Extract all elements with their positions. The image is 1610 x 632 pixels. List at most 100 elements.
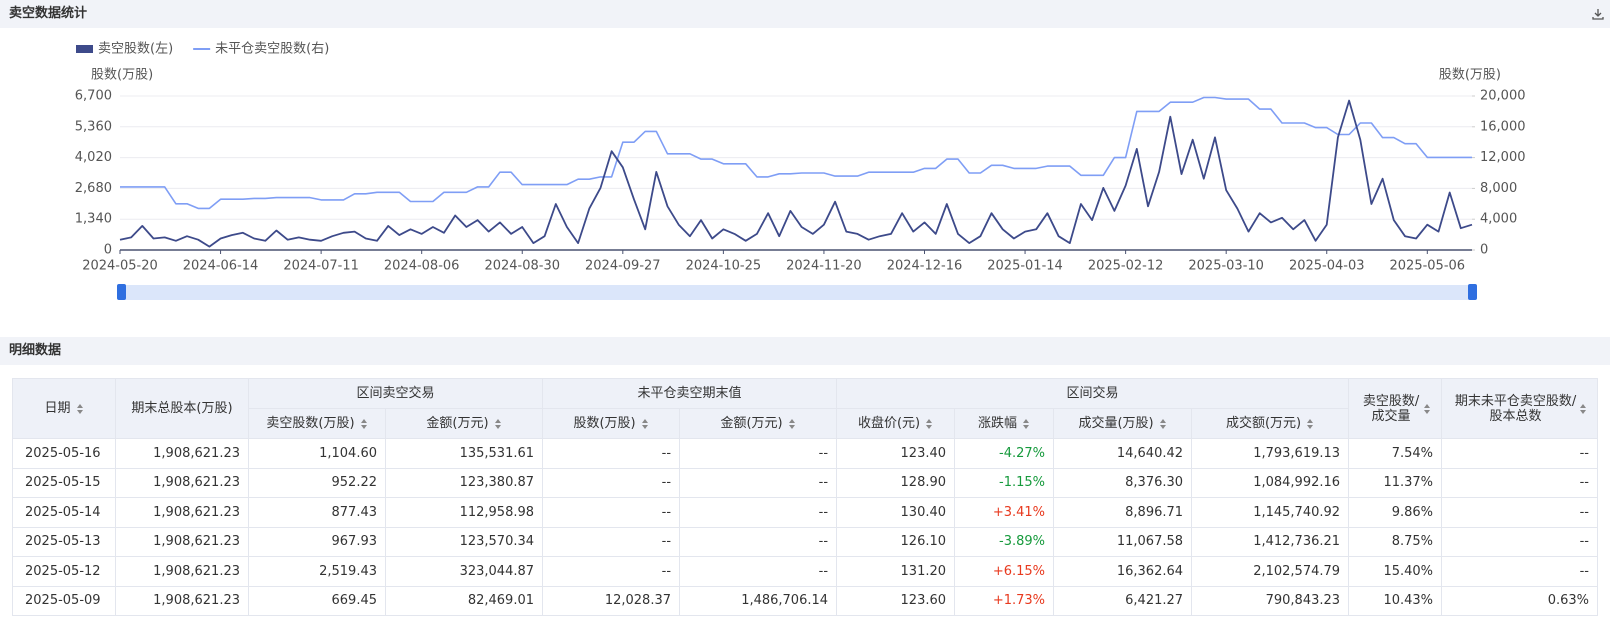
table-cell: -- [543,498,680,528]
header-cell[interactable]: 股数(万股) [543,409,680,439]
table-cell: 1,908,621.23 [116,586,249,616]
table-cell: 2025-05-12 [13,557,116,587]
slider-handle[interactable] [1468,284,1477,300]
x-tick-label: 2024-11-20 [786,259,862,274]
table-cell: 15.40% [1349,557,1442,587]
header-text: 金额(万元) [426,416,488,431]
table-cell: 1,412,736.21 [1192,527,1349,557]
table-cell: 131.20 [837,557,955,587]
header-text: 成交额(万元) [1226,416,1301,431]
header-text: 成交量(万股) [1078,416,1153,431]
table-cell: -- [680,498,837,528]
header-cell[interactable]: 卖空股数(万股) [249,409,386,439]
y-tick-label: 6,700 [75,89,112,104]
table-cell: -- [680,557,837,587]
header-cell[interactable]: 金额(万元) [386,409,543,439]
table-cell: -- [680,439,837,469]
header-cell[interactable]: 期末未平仓卖空股数/股本总数 [1442,379,1598,439]
table-cell: 323,044.87 [386,557,543,587]
table-cell: 16,362.64 [1054,557,1192,587]
header-text: 卖空股数/成交量 [1363,394,1419,424]
header-text: 期末未平仓卖空股数/股本总数 [1455,394,1576,424]
table-cell: 11,067.58 [1054,527,1192,557]
table-cell: 8,376.30 [1054,468,1192,498]
table-cell: 2025-05-09 [13,586,116,616]
x-tick-label: 2024-07-11 [283,259,359,274]
table-cell: 128.90 [837,468,955,498]
table-row: 2025-05-141,908,621.23877.43112,958.98--… [13,498,1598,528]
zoom-slider[interactable] [120,285,1474,300]
table-cell: 669.45 [249,586,386,616]
table-cell: 2025-05-16 [13,439,116,469]
header-group: 区间卖空交易 [249,379,543,409]
table-cell: 135,531.61 [386,439,543,469]
x-tick-label: 2025-04-03 [1289,259,1365,274]
table-cell: 11.37% [1349,468,1442,498]
table-cell: 877.43 [249,498,386,528]
header-cell[interactable]: 涨跌幅 [955,409,1054,439]
table-cell: 9.86% [1349,498,1442,528]
table-cell: 82,469.01 [386,586,543,616]
header-cell[interactable]: 收盘价(元) [837,409,955,439]
table-cell: -- [680,468,837,498]
header-text: 收盘价(元) [858,416,920,431]
table-cell: 8,896.71 [1054,498,1192,528]
table-cell: 967.93 [249,527,386,557]
header-cell[interactable]: 卖空股数/成交量 [1349,379,1442,439]
table-cell: -- [543,468,680,498]
table-cell: -- [543,557,680,587]
y-tick-label: 0 [104,243,112,258]
header-text: 涨跌幅 [978,416,1017,431]
table-cell: -3.89% [955,527,1054,557]
table-cell: +1.73% [955,586,1054,616]
header-cell: 期末总股本(万股) [116,379,249,439]
table-cell: 1,486,706.14 [680,586,837,616]
header-text: 金额(万元) [720,416,782,431]
legend-swatch [76,45,93,53]
legend-label: 未平仓卖空股数(右) [215,42,329,57]
table-cell: 1,908,621.23 [116,468,249,498]
table-cell: 1,908,621.23 [116,439,249,469]
y2-tick-label: 16,000 [1480,119,1526,134]
table-cell: 1,908,621.23 [116,557,249,587]
header-group: 区间交易 [837,379,1349,409]
x-tick-label: 2024-05-20 [82,259,158,274]
legend-label: 卖空股数(左) [98,42,173,57]
series-line [120,98,1472,209]
y-tick-label: 2,680 [75,181,112,196]
y2-tick-label: 20,000 [1480,89,1526,104]
table-cell: 2,102,574.79 [1192,557,1349,587]
y-tick-label: 4,020 [75,150,112,165]
section-header: 明细数据 [0,337,1610,365]
table-cell: 0.63% [1442,586,1598,616]
section-title: 卖空数据统计 [9,6,87,21]
table-row: 2025-05-121,908,621.232,519.43323,044.87… [13,557,1598,587]
table-cell: 952.22 [249,468,386,498]
table-cell: -- [680,527,837,557]
slider-handle[interactable] [117,284,126,300]
x-tick-label: 2024-09-27 [585,259,661,274]
table-row: 2025-05-091,908,621.23669.4582,469.0112,… [13,586,1598,616]
table-row: 2025-05-131,908,621.23967.93123,570.34--… [13,527,1598,557]
x-tick-label: 2024-08-30 [484,259,560,274]
table-cell: 123.40 [837,439,955,469]
table-cell: -- [1442,439,1598,469]
x-tick-label: 2025-01-14 [987,259,1063,274]
table-cell: -4.27% [955,439,1054,469]
table-cell: 1,908,621.23 [116,498,249,528]
table-cell: -- [1442,498,1598,528]
table-cell: 14,640.42 [1054,439,1192,469]
table-cell: 8.75% [1349,527,1442,557]
table-cell: 2025-05-14 [13,498,116,528]
table-cell: -- [1442,527,1598,557]
export-icon[interactable] [1592,8,1604,20]
table-cell: 123,380.87 [386,468,543,498]
header-cell[interactable]: 成交量(万股) [1054,409,1192,439]
header-cell[interactable]: 成交额(万元) [1192,409,1349,439]
header-cell[interactable]: 金额(万元) [680,409,837,439]
header-group: 未平仓卖空期末值 [543,379,837,409]
x-tick-label: 2024-08-06 [384,259,460,274]
table-cell: 1,908,621.23 [116,527,249,557]
header-cell[interactable]: 日期 [13,379,116,439]
